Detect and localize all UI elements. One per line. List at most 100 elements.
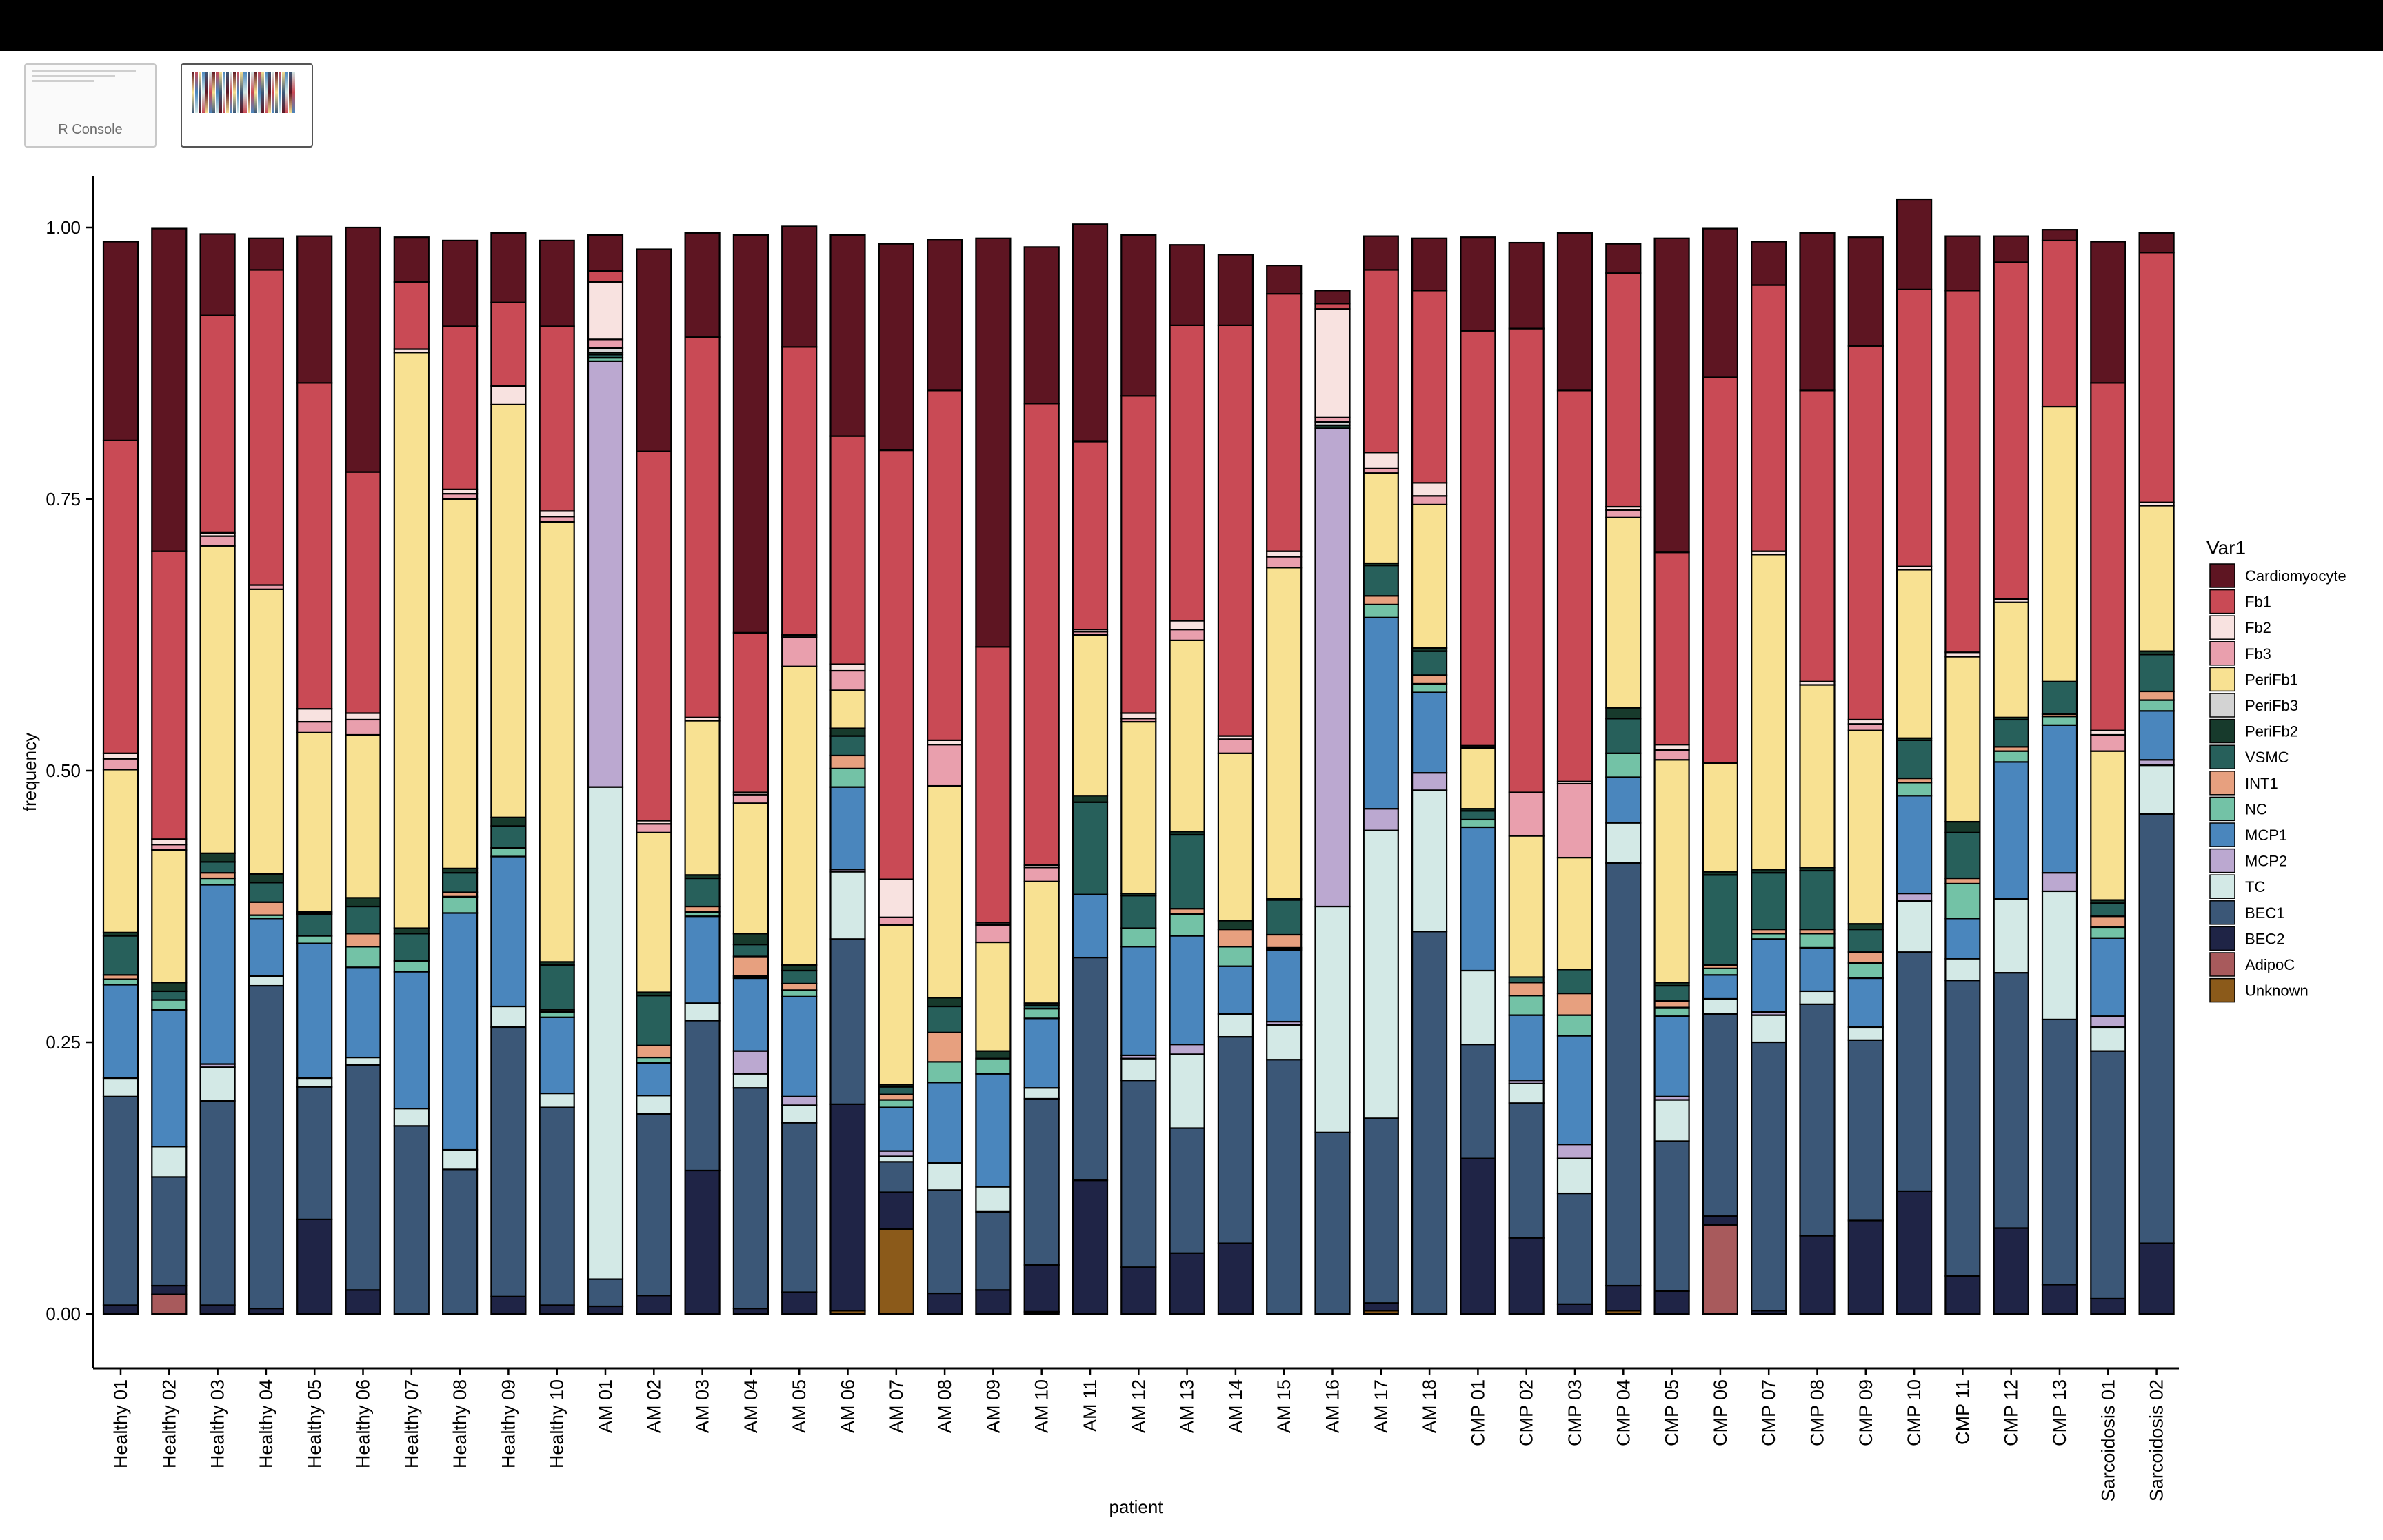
bar-segment <box>1363 235 1399 271</box>
bar-segment <box>1847 1026 1884 1041</box>
legend-label: Fb3 <box>2245 645 2271 662</box>
bar-segment <box>248 984 284 1310</box>
bar-segment <box>1944 877 1981 885</box>
bar-stack <box>1072 223 1109 1315</box>
bar-segment <box>490 385 527 405</box>
bar-segment <box>1702 1215 1738 1226</box>
legend-item: Cardiomyocyte <box>2209 563 2346 588</box>
bar-segment <box>1751 872 1787 931</box>
bar-segment <box>684 1169 721 1315</box>
bar-segment <box>1411 237 1448 292</box>
bar-segment <box>732 802 770 935</box>
bar-segment <box>1266 949 1303 1023</box>
bar-segment <box>1023 1017 1060 1089</box>
legend-item: PeriFb3 <box>2209 693 2298 718</box>
x-axis-title: patient <box>1109 1497 1163 1517</box>
bar-segment <box>490 1026 527 1297</box>
bar-segment <box>1120 395 1157 714</box>
plot-thumbnail[interactable] <box>181 63 313 148</box>
x-tick-label: AM 04 <box>741 1379 761 1433</box>
bar-segment <box>1411 682 1448 693</box>
bar-segment <box>345 1289 381 1315</box>
bar-segment <box>1896 782 1933 797</box>
bar-stack <box>151 227 188 1315</box>
x-tick-label: AM 08 <box>934 1379 955 1433</box>
bar-stack <box>1023 246 1060 1315</box>
bar-segment <box>1605 707 1642 720</box>
bar-segment <box>1605 516 1642 709</box>
bar-segment <box>1508 995 1545 1016</box>
bar-segment <box>1217 928 1254 948</box>
bar-segment <box>1556 232 1593 392</box>
bar-segment <box>1363 1117 1399 1304</box>
bar-segment <box>829 938 866 1105</box>
mini-bar <box>202 72 205 113</box>
bar-segment <box>926 389 963 741</box>
bar-segment <box>1217 946 1254 967</box>
bar-stack <box>296 235 333 1315</box>
bar-segment <box>1847 923 1884 931</box>
bar-segment <box>539 1016 575 1095</box>
bar-segment <box>1363 603 1399 618</box>
bar-segment <box>926 1189 963 1295</box>
axes-layer <box>92 176 2179 1370</box>
r-console-thumbnail[interactable]: R Console <box>24 63 157 148</box>
bar-segment <box>1944 820 1981 833</box>
x-tick-label: AM 12 <box>1128 1379 1149 1433</box>
bar-segment <box>1411 503 1448 649</box>
bar-segment <box>1120 234 1157 397</box>
bar-segment <box>1702 376 1738 764</box>
bar-segment <box>732 944 770 958</box>
bar-stack <box>1120 234 1157 1315</box>
bar-segment <box>1847 723 1884 731</box>
bar-segment <box>587 360 624 788</box>
bar-segment <box>1944 882 1981 920</box>
x-tick-label: AM 16 <box>1323 1379 1343 1433</box>
bar-segment <box>345 718 381 736</box>
bar-segment <box>2138 252 2175 503</box>
bar-segment <box>926 1061 963 1084</box>
bar-segment <box>1217 1036 1254 1244</box>
bar-segment <box>2138 759 2175 767</box>
bar-segment <box>1556 1192 1593 1305</box>
mini-bar <box>254 72 257 113</box>
bar-segment <box>345 471 381 714</box>
legend-label: AdipoC <box>2245 956 2295 973</box>
bar-segment <box>199 1304 236 1315</box>
bar-stack <box>975 237 1012 1315</box>
bar-segment <box>926 744 963 787</box>
bar-segment <box>1217 324 1254 737</box>
legend-item: PeriFb2 <box>2209 718 2298 744</box>
bar-segment <box>199 1066 236 1102</box>
bar-stack <box>1751 241 1787 1315</box>
bar-stack <box>1847 236 1884 1315</box>
bar-segment <box>1605 272 1642 508</box>
bar-segment <box>2090 1026 2126 1052</box>
bar-segment <box>1266 567 1303 900</box>
bar-segment <box>393 971 430 1110</box>
bar-segment <box>248 975 284 987</box>
bar-segment <box>199 852 236 863</box>
bar-segment <box>539 964 575 1011</box>
bar-segment <box>1023 1087 1060 1100</box>
x-tick-label: CMP 10 <box>1904 1379 1924 1446</box>
bar-segment <box>490 403 527 818</box>
bar-segment <box>1799 990 1836 1005</box>
bar-segment <box>345 905 381 935</box>
mini-bar <box>292 72 295 113</box>
bar-segment <box>587 1305 624 1315</box>
bar-segment <box>1653 551 1690 746</box>
bar-segment <box>1944 290 1981 654</box>
bar-segment <box>975 1210 1012 1291</box>
bar-segment <box>1266 550 1303 558</box>
bar-segment <box>1702 874 1738 966</box>
legend-label: Cardiomyocyte <box>2245 567 2346 585</box>
bar-stack <box>878 243 914 1315</box>
bar-segment <box>102 978 139 986</box>
bar-stack <box>2138 232 2175 1315</box>
bar-segment <box>1460 236 1496 332</box>
legend-label: PeriFb2 <box>2245 723 2298 740</box>
bar-segment <box>829 767 866 788</box>
bar-segment <box>2041 239 2078 408</box>
bar-segment <box>296 1218 333 1315</box>
